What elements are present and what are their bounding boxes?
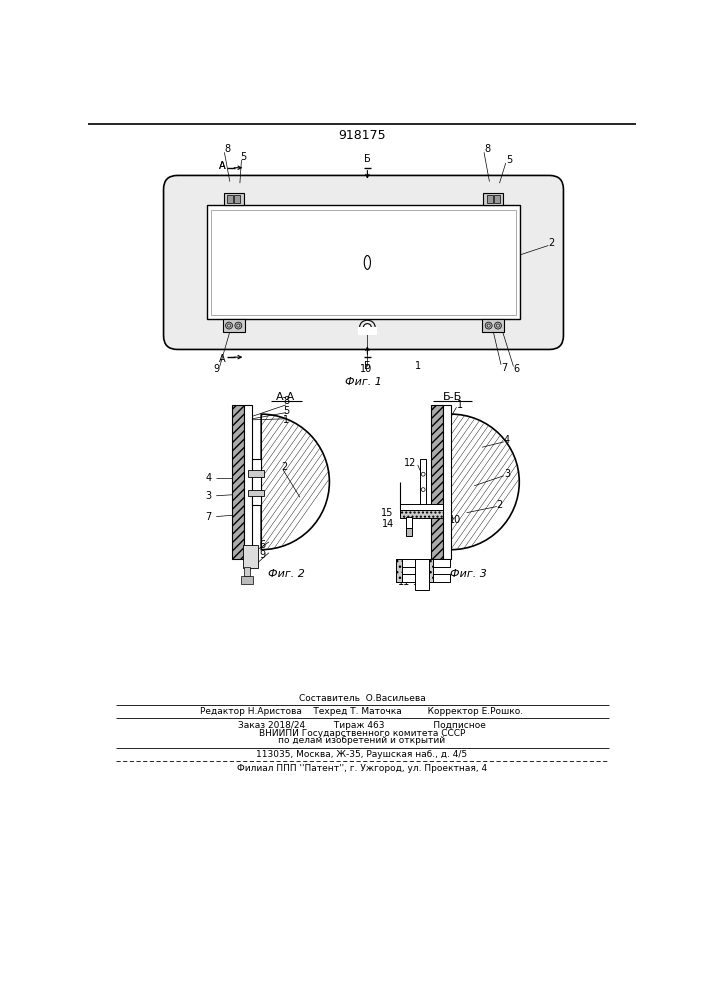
Text: Фиг. 1: Фиг. 1	[345, 377, 382, 387]
Bar	[396, 559, 450, 567]
Bar	[358, 327, 377, 335]
Text: 14: 14	[382, 519, 394, 529]
Text: 5: 5	[283, 406, 289, 416]
Ellipse shape	[235, 322, 242, 329]
Ellipse shape	[237, 324, 240, 327]
Text: 1: 1	[283, 415, 289, 425]
Text: Заказ 2018/24          Тираж 463                 Подписное: Заказ 2018/24 Тираж 463 Подписное	[238, 721, 486, 730]
Text: 10: 10	[360, 364, 372, 374]
Text: 8: 8	[484, 144, 490, 154]
Text: 2: 2	[496, 500, 502, 510]
Text: 4: 4	[206, 473, 211, 483]
Bar	[252, 459, 261, 505]
Text: 15: 15	[381, 508, 394, 518]
Bar	[406, 528, 412, 536]
Text: ВНИИПИ Государственного комитета СССР: ВНИИПИ Государственного комитета СССР	[259, 729, 465, 738]
Text: 1: 1	[415, 361, 421, 371]
Text: Фиг. 3: Фиг. 3	[450, 569, 486, 579]
Bar	[396, 574, 450, 582]
Text: 6: 6	[513, 364, 520, 374]
Text: Составитель  О.Васильева: Составитель О.Васильева	[298, 694, 426, 703]
Bar	[223, 319, 245, 332]
Text: 13: 13	[413, 577, 426, 587]
Bar	[223, 193, 244, 205]
Text: 113035, Москва, Ж-35, Раушская наб., д. 4/5: 113035, Москва, Ж-35, Раушская наб., д. …	[257, 750, 467, 759]
Wedge shape	[261, 414, 329, 550]
Text: Редактор Н.Аристова    Техред Т. Маточка         Корректор Е.Рошко.: Редактор Н.Аристова Техред Т. Маточка Ко…	[200, 707, 523, 716]
Text: 7: 7	[205, 512, 211, 522]
FancyBboxPatch shape	[163, 175, 563, 349]
Text: Б: Б	[364, 153, 370, 163]
Text: 3: 3	[206, 491, 211, 501]
Text: 5: 5	[506, 155, 512, 165]
Bar	[487, 195, 493, 203]
Text: 1: 1	[457, 400, 463, 410]
Text: А: А	[218, 161, 226, 171]
Text: 8: 8	[283, 396, 289, 406]
Text: А-А: А-А	[276, 392, 296, 402]
Bar	[416, 559, 429, 590]
Ellipse shape	[228, 324, 230, 327]
Bar	[211, 210, 516, 315]
Text: 11: 11	[397, 577, 410, 587]
Text: 918175: 918175	[338, 129, 386, 142]
Ellipse shape	[496, 324, 500, 327]
Bar	[248, 470, 264, 477]
Bar	[244, 405, 252, 559]
Bar	[206, 205, 520, 319]
Ellipse shape	[421, 488, 425, 492]
Text: 2: 2	[281, 462, 288, 472]
Ellipse shape	[226, 322, 233, 329]
Bar	[244, 567, 250, 576]
Bar	[484, 193, 503, 205]
Bar	[420, 459, 426, 505]
Ellipse shape	[421, 472, 425, 476]
Text: 7: 7	[501, 363, 508, 373]
Bar	[400, 510, 443, 518]
Wedge shape	[451, 414, 519, 550]
Text: 2: 2	[549, 238, 554, 248]
Text: Б-Б: Б-Б	[443, 392, 462, 402]
Text: 5: 5	[240, 152, 246, 162]
Bar	[443, 405, 451, 559]
Text: 9: 9	[259, 550, 266, 560]
Bar	[406, 517, 412, 528]
Text: по делам изобретений и открытий: по делам изобретений и открытий	[279, 736, 445, 745]
Text: 8: 8	[224, 144, 230, 154]
Bar	[248, 490, 264, 496]
Text: 9: 9	[214, 364, 220, 374]
Ellipse shape	[494, 322, 501, 329]
Bar	[235, 195, 240, 203]
Text: А: А	[218, 161, 226, 171]
Text: Филиал ППП ''Патент'', г. Ужгород, ул. Проектная, 4: Филиал ППП ''Патент'', г. Ужгород, ул. П…	[237, 764, 487, 773]
Text: 10: 10	[449, 515, 461, 525]
Bar	[427, 559, 433, 582]
Bar	[241, 576, 253, 584]
Text: Б: Б	[364, 361, 370, 371]
Bar	[396, 559, 402, 582]
Bar	[232, 405, 244, 559]
Text: 6: 6	[259, 540, 266, 550]
Text: Фиг. 2: Фиг. 2	[267, 569, 305, 579]
Text: 12: 12	[404, 458, 416, 468]
Bar	[400, 504, 443, 510]
Ellipse shape	[364, 256, 370, 269]
Text: 3: 3	[504, 469, 510, 479]
Bar	[494, 195, 500, 203]
Bar	[482, 319, 504, 332]
Ellipse shape	[487, 324, 490, 327]
Bar	[431, 405, 443, 559]
Ellipse shape	[485, 322, 492, 329]
Text: А: А	[218, 354, 226, 364]
Text: 4: 4	[504, 435, 510, 445]
Ellipse shape	[363, 324, 371, 331]
Bar	[228, 195, 233, 203]
Bar	[243, 545, 258, 568]
